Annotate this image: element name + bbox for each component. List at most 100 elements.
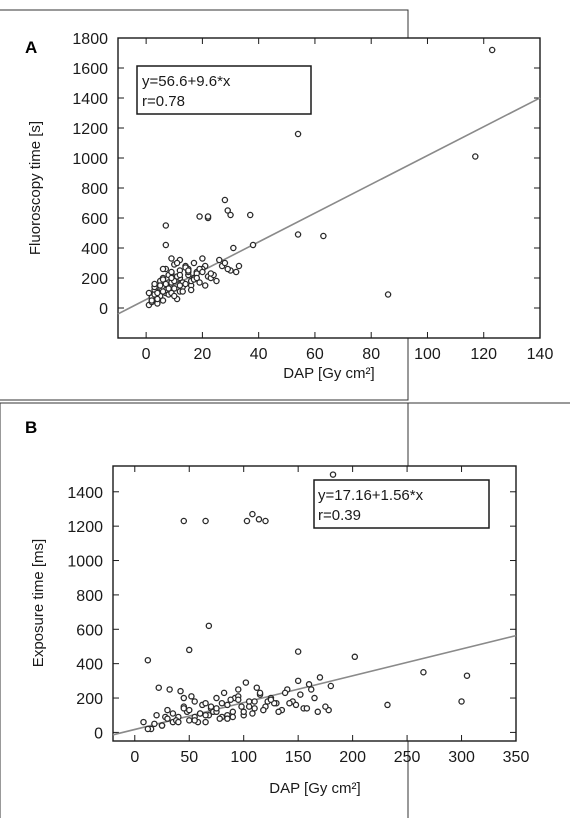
- data-point: [203, 518, 208, 523]
- y-tick-label: 1000: [67, 554, 103, 571]
- data-point: [282, 690, 287, 695]
- data-point: [163, 242, 168, 247]
- data-point: [306, 682, 311, 687]
- data-point: [473, 154, 478, 159]
- data-point: [231, 245, 236, 250]
- panel-a-y-axis-label: Fluoroscopy time [s]: [27, 121, 44, 255]
- x-tick-label: 50: [180, 749, 198, 766]
- data-point: [206, 623, 211, 628]
- data-point: [330, 472, 335, 477]
- data-point: [250, 512, 255, 517]
- data-point: [263, 518, 268, 523]
- panel-b-x-axis-label: DAP [Gy cm²]: [269, 780, 360, 797]
- data-point: [248, 212, 253, 217]
- data-point: [236, 263, 241, 268]
- data-point: [146, 290, 151, 295]
- data-point: [170, 711, 175, 716]
- x-tick-label: 20: [194, 346, 212, 363]
- data-point: [172, 293, 177, 298]
- x-tick-label: 300: [448, 749, 475, 766]
- y-tick-label: 200: [81, 271, 108, 288]
- y-tick-label: 600: [81, 211, 108, 228]
- data-point: [268, 697, 273, 702]
- data-point: [328, 683, 333, 688]
- data-point: [225, 716, 230, 721]
- data-point: [167, 687, 172, 692]
- data-point: [296, 678, 301, 683]
- data-point: [155, 290, 160, 295]
- data-point: [214, 706, 219, 711]
- data-point: [276, 709, 281, 714]
- data-point: [244, 518, 249, 523]
- data-point: [247, 704, 252, 709]
- data-point: [165, 716, 170, 721]
- y-tick-label: 800: [81, 181, 108, 198]
- data-point: [145, 726, 150, 731]
- y-tick-label: 1000: [72, 151, 108, 168]
- data-point: [203, 701, 208, 706]
- data-point: [203, 713, 208, 718]
- data-point: [166, 286, 171, 291]
- data-point: [385, 292, 390, 297]
- data-point: [181, 706, 186, 711]
- x-tick-label: 250: [394, 749, 421, 766]
- data-point: [225, 266, 230, 271]
- data-point: [241, 709, 246, 714]
- data-point: [459, 699, 464, 704]
- y-tick-label: 0: [99, 301, 108, 318]
- data-point: [160, 289, 165, 294]
- data-point: [298, 692, 303, 697]
- data-point: [152, 721, 157, 726]
- panel-b-equation: y=17.16+1.56*x: [318, 487, 424, 504]
- data-point: [200, 269, 205, 274]
- data-point: [261, 707, 266, 712]
- y-tick-label: 1400: [67, 485, 103, 502]
- x-tick-label: 0: [142, 346, 151, 363]
- data-point: [186, 268, 191, 273]
- data-point: [295, 232, 300, 237]
- data-point: [176, 719, 181, 724]
- data-point: [323, 704, 328, 709]
- y-tick-label: 400: [81, 241, 108, 258]
- data-point: [225, 702, 230, 707]
- data-point: [219, 701, 224, 706]
- data-point: [191, 260, 196, 265]
- y-tick-label: 200: [76, 691, 103, 708]
- x-tick-label: 80: [362, 346, 380, 363]
- panel-a: A 0 20 40 60 80 100 120 14002004006008001000120…: [0, 10, 553, 400]
- y-tick-label: 1400: [72, 91, 108, 108]
- x-tick-label: 200: [339, 749, 366, 766]
- y-tick-label: 1200: [72, 121, 108, 138]
- data-point: [169, 269, 174, 274]
- y-tick-label: 1600: [72, 61, 108, 78]
- x-tick-label: 140: [527, 346, 554, 363]
- x-tick-label: 120: [470, 346, 497, 363]
- data-point: [243, 680, 248, 685]
- data-point: [174, 260, 179, 265]
- data-point: [177, 272, 182, 277]
- data-point: [208, 271, 213, 276]
- data-point: [228, 697, 233, 702]
- data-point: [149, 298, 154, 303]
- data-point: [163, 223, 168, 228]
- y-tick-label: 1200: [67, 519, 103, 536]
- x-tick-label: 60: [306, 346, 324, 363]
- panel-b: B 0 50 100 150 200 250 300 35002004006008001000…: [0, 403, 570, 818]
- data-point: [165, 707, 170, 712]
- data-point: [296, 649, 301, 654]
- data-point: [203, 283, 208, 288]
- data-point: [250, 242, 255, 247]
- data-point: [254, 685, 259, 690]
- data-point: [181, 695, 186, 700]
- data-point: [152, 281, 157, 286]
- data-point: [236, 687, 241, 692]
- data-point: [421, 670, 426, 675]
- data-point: [287, 701, 292, 706]
- data-point: [177, 283, 182, 288]
- data-point: [257, 690, 262, 695]
- data-point: [203, 719, 208, 724]
- data-point: [217, 257, 222, 262]
- data-point: [317, 675, 322, 680]
- data-point: [180, 289, 185, 294]
